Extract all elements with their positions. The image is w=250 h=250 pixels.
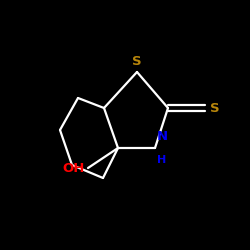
Text: OH: OH: [62, 162, 85, 174]
Text: N: N: [157, 130, 168, 143]
Text: S: S: [132, 55, 142, 68]
Text: S: S: [210, 102, 220, 114]
Text: H: H: [157, 155, 166, 165]
